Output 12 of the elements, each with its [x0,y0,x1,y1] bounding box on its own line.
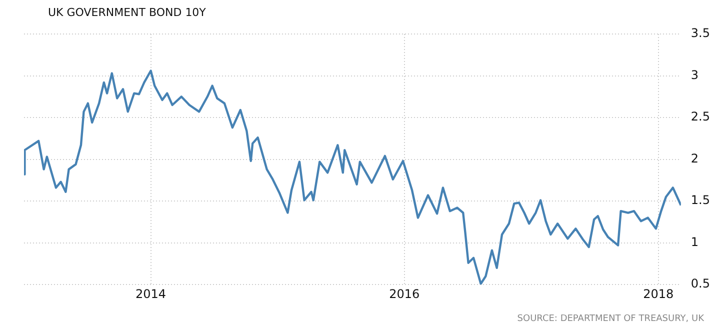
y-tick-label: 1.5 [690,193,710,208]
y-tick-label: 2 [690,151,699,166]
y-tick-label: 0.5 [690,276,710,291]
x-tick-label: 2014 [136,286,166,301]
x-tick-label: 2016 [389,286,420,301]
y-tick-label: 1 [690,234,699,249]
source-note: SOURCE: DEPARTMENT OF TREASURY, UK [517,314,704,324]
y-tick-label: 2.5 [690,110,710,124]
y-tick-label: 3.5 [690,26,710,40]
x-tick-label: 2018 [643,286,674,301]
y-tick-label: 3 [690,68,699,82]
chart-title: UK GOVERNMENT BOND 10Y [48,6,206,19]
